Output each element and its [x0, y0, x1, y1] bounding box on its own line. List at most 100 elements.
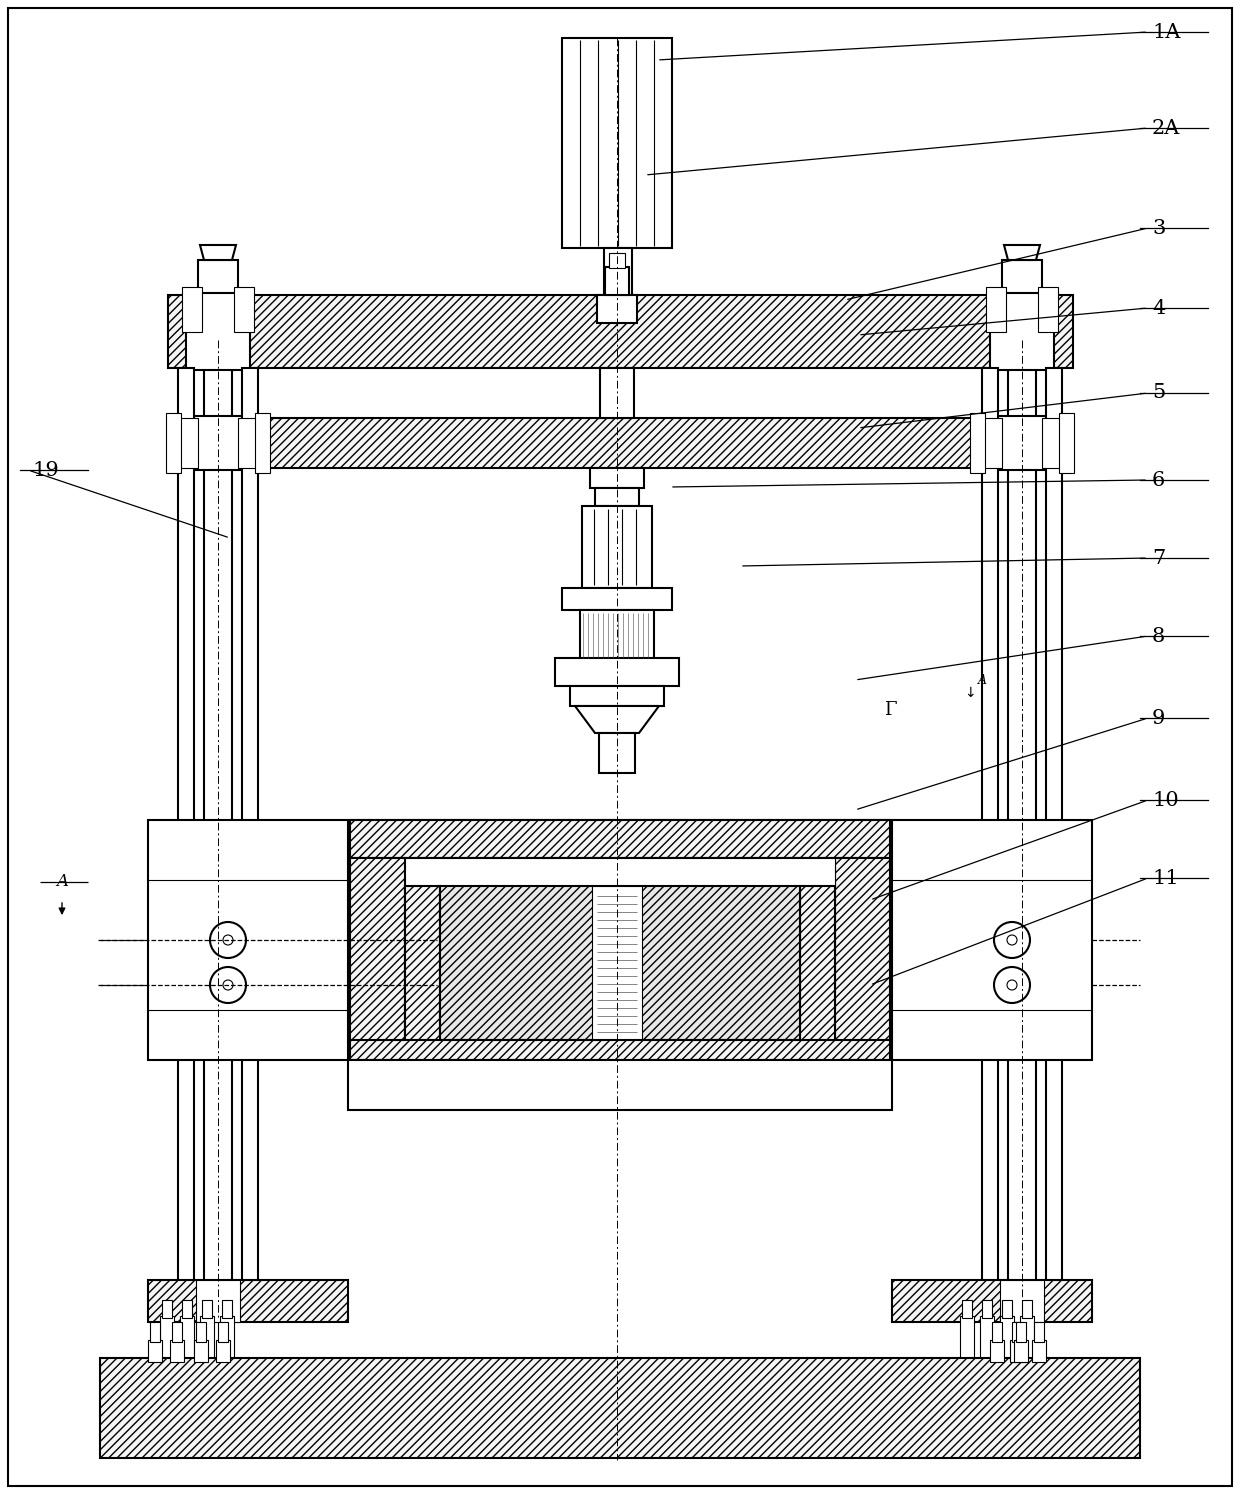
Bar	[205, 341, 232, 1321]
Bar	[835, 858, 890, 1061]
Bar	[198, 260, 238, 294]
Bar	[1014, 1340, 1028, 1363]
Bar	[405, 886, 440, 1061]
Polygon shape	[575, 707, 658, 734]
Bar	[166, 412, 181, 474]
Bar	[182, 1300, 192, 1318]
Bar	[182, 287, 202, 332]
Bar	[1047, 368, 1061, 1321]
Circle shape	[1007, 935, 1017, 946]
Bar	[179, 368, 193, 1321]
Bar	[992, 1322, 1002, 1342]
Bar	[350, 820, 890, 1061]
Bar	[1008, 341, 1035, 1321]
Bar	[605, 267, 629, 294]
Bar	[595, 489, 639, 506]
Bar	[174, 418, 198, 468]
Bar	[219, 1316, 234, 1358]
Bar	[556, 657, 680, 686]
Text: 8: 8	[1152, 626, 1166, 645]
Bar	[604, 248, 632, 297]
Bar	[970, 412, 985, 474]
Text: 4: 4	[1152, 299, 1166, 318]
Bar	[167, 418, 1073, 468]
Bar	[1002, 1300, 1012, 1318]
Bar	[1059, 412, 1074, 474]
Circle shape	[210, 967, 246, 1002]
Bar	[962, 1300, 972, 1318]
Circle shape	[1007, 980, 1017, 991]
Bar	[100, 1358, 1140, 1458]
Bar	[238, 418, 262, 468]
Bar	[186, 415, 250, 471]
Bar	[148, 1340, 162, 1363]
Bar	[1042, 418, 1066, 468]
Bar	[350, 1040, 890, 1061]
Bar	[990, 1340, 1004, 1363]
Bar	[999, 1280, 1044, 1322]
Bar	[180, 1316, 193, 1358]
Bar	[193, 1340, 208, 1363]
Bar	[990, 415, 1054, 471]
Bar	[982, 368, 998, 1321]
Bar	[350, 858, 405, 1061]
Circle shape	[210, 922, 246, 958]
Bar	[892, 1280, 1092, 1322]
Bar	[167, 294, 1073, 368]
Bar	[348, 1061, 892, 1110]
Bar	[218, 1322, 228, 1342]
Text: 19: 19	[32, 460, 58, 480]
Bar	[255, 412, 270, 474]
Bar	[172, 1322, 182, 1342]
Bar	[1032, 1340, 1047, 1363]
Bar	[570, 686, 663, 707]
Polygon shape	[1004, 245, 1040, 260]
Text: 5: 5	[1152, 384, 1166, 402]
Bar	[1011, 1340, 1024, 1363]
Bar	[1021, 1316, 1034, 1358]
Bar	[986, 287, 1006, 332]
Bar	[609, 252, 625, 267]
Circle shape	[994, 922, 1030, 958]
Text: 11: 11	[1152, 868, 1179, 887]
Bar	[590, 468, 644, 489]
Bar	[599, 734, 635, 772]
Bar	[990, 293, 1054, 371]
Bar	[160, 1316, 174, 1358]
Bar	[202, 1300, 212, 1318]
Bar	[242, 368, 258, 1321]
Circle shape	[223, 935, 233, 946]
Bar	[150, 1322, 160, 1342]
Bar	[582, 506, 652, 589]
Bar	[600, 368, 634, 418]
Bar	[580, 610, 653, 660]
Bar	[980, 1316, 994, 1358]
Bar	[591, 886, 642, 1040]
Bar	[1016, 1322, 1025, 1342]
Bar	[405, 858, 835, 886]
Bar	[978, 418, 1002, 468]
Bar	[982, 1300, 992, 1318]
Text: 1A: 1A	[1152, 22, 1180, 42]
Bar	[234, 287, 254, 332]
Text: ↓: ↓	[965, 686, 976, 701]
Text: 9: 9	[1152, 708, 1166, 728]
Bar	[960, 1316, 973, 1358]
Bar	[892, 820, 1092, 1061]
Bar	[800, 886, 835, 1061]
Text: 10: 10	[1152, 790, 1179, 810]
Bar	[148, 820, 348, 1061]
Bar	[216, 1340, 229, 1363]
Polygon shape	[200, 245, 236, 260]
Bar	[170, 1340, 184, 1363]
Bar	[1002, 260, 1042, 294]
Bar	[405, 858, 835, 896]
Text: 6: 6	[1152, 471, 1166, 490]
Bar	[1038, 287, 1058, 332]
Bar	[1022, 1300, 1032, 1318]
Circle shape	[994, 967, 1030, 1002]
Bar	[1012, 1322, 1022, 1342]
Bar	[999, 1316, 1014, 1358]
Circle shape	[223, 980, 233, 991]
Text: A: A	[978, 674, 987, 687]
